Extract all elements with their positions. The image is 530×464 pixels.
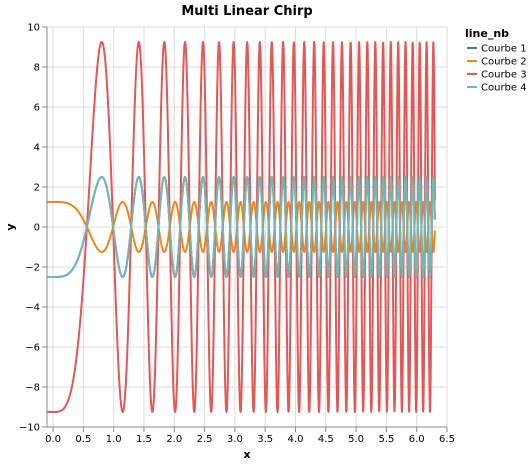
y-tick-label: 4 [34,143,40,154]
series-line-courbe-2 [46,201,436,253]
x-tick-label: 0.5 [75,434,91,445]
x-axis-title: x [243,448,250,461]
y-tick-label: 0 [34,223,40,234]
x-tick-label: 6.5 [439,434,455,445]
y-tick-label: −8 [25,383,40,394]
x-tick-label: 6.0 [409,434,425,445]
series-line-courbe-3 [46,41,436,413]
x-tick-label: 1.0 [106,434,122,445]
x-tick-label: 0.0 [45,434,61,445]
y-tick-label: 10 [27,23,40,34]
legend-label: Courbe 2 [481,57,527,68]
x-tick-label: 2.5 [197,434,213,445]
x-tick-label: 4.0 [288,434,304,445]
x-tick-label: 3.5 [257,434,273,445]
x-tick-label: 5.0 [348,434,364,445]
axes: −10 −8 −6 −4 −2 0 2 4 6 8 10 0.0 0.5 1.0 1.5 2.0 2.5 3.0 3… [19,23,455,446]
y-tick-label: 2 [34,183,40,194]
series-line-courbe-4 [46,176,436,278]
y-axis-title: y [4,223,17,230]
legend-label: Courbe 4 [481,83,527,94]
y-tick-label: 6 [34,103,40,114]
y-tick-label: −4 [25,303,40,314]
x-tick-label: 2.0 [166,434,182,445]
legend-label: Courbe 3 [481,70,527,81]
x-tick-label: 4.5 [318,434,334,445]
series-layer [46,41,436,413]
chart-title: Multi Linear Chirp [181,4,312,19]
y-tick-label: −2 [25,263,40,274]
x-tick-label: 1.5 [136,434,152,445]
x-tick-label: 3.0 [227,434,243,445]
legend: line_nb Courbe 1 Courbe 2 Courbe 3 Courbe 4 [465,27,527,94]
legend-title: line_nb [465,27,509,40]
y-tick-label: −6 [25,343,40,354]
y-tick-label: −10 [19,423,40,434]
legend-label: Courbe 1 [481,44,527,55]
x-tick-label: 5.5 [378,434,394,445]
y-tick-label: 8 [34,63,40,74]
